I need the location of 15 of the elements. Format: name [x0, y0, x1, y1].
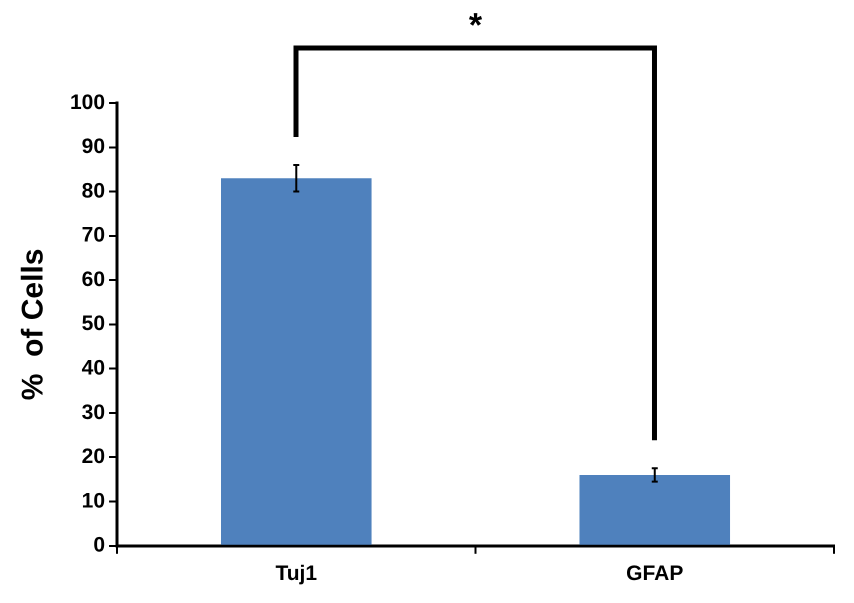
text: *	[468, 6, 483, 44]
x-tick-label: Tuj1	[275, 562, 318, 586]
x-tick-label: GFAP	[626, 562, 684, 586]
y-tick-label: 100	[70, 90, 106, 114]
y-axis-title: % of Cells	[16, 248, 50, 400]
y-tick-label: 50	[82, 312, 106, 336]
y-tick-label: 70	[82, 224, 106, 247]
y-tick-label: 90	[82, 135, 106, 158]
y-tick-label: 0	[93, 534, 106, 557]
y-tick-label: 10	[82, 489, 106, 512]
y-tick-label: 80	[82, 179, 106, 202]
y-tick-label: 40	[82, 356, 106, 380]
y-tick-label: 20	[82, 445, 106, 468]
y-tick-label: 30	[82, 400, 106, 424]
y-tick-label: 60	[82, 268, 106, 291]
